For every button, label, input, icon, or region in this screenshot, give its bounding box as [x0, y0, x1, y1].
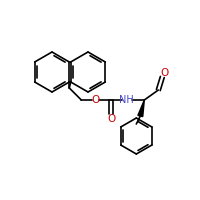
- Text: O: O: [91, 95, 99, 105]
- Text: O: O: [107, 114, 115, 124]
- Text: NH: NH: [119, 95, 134, 105]
- Polygon shape: [138, 100, 144, 117]
- Text: O: O: [160, 68, 168, 78]
